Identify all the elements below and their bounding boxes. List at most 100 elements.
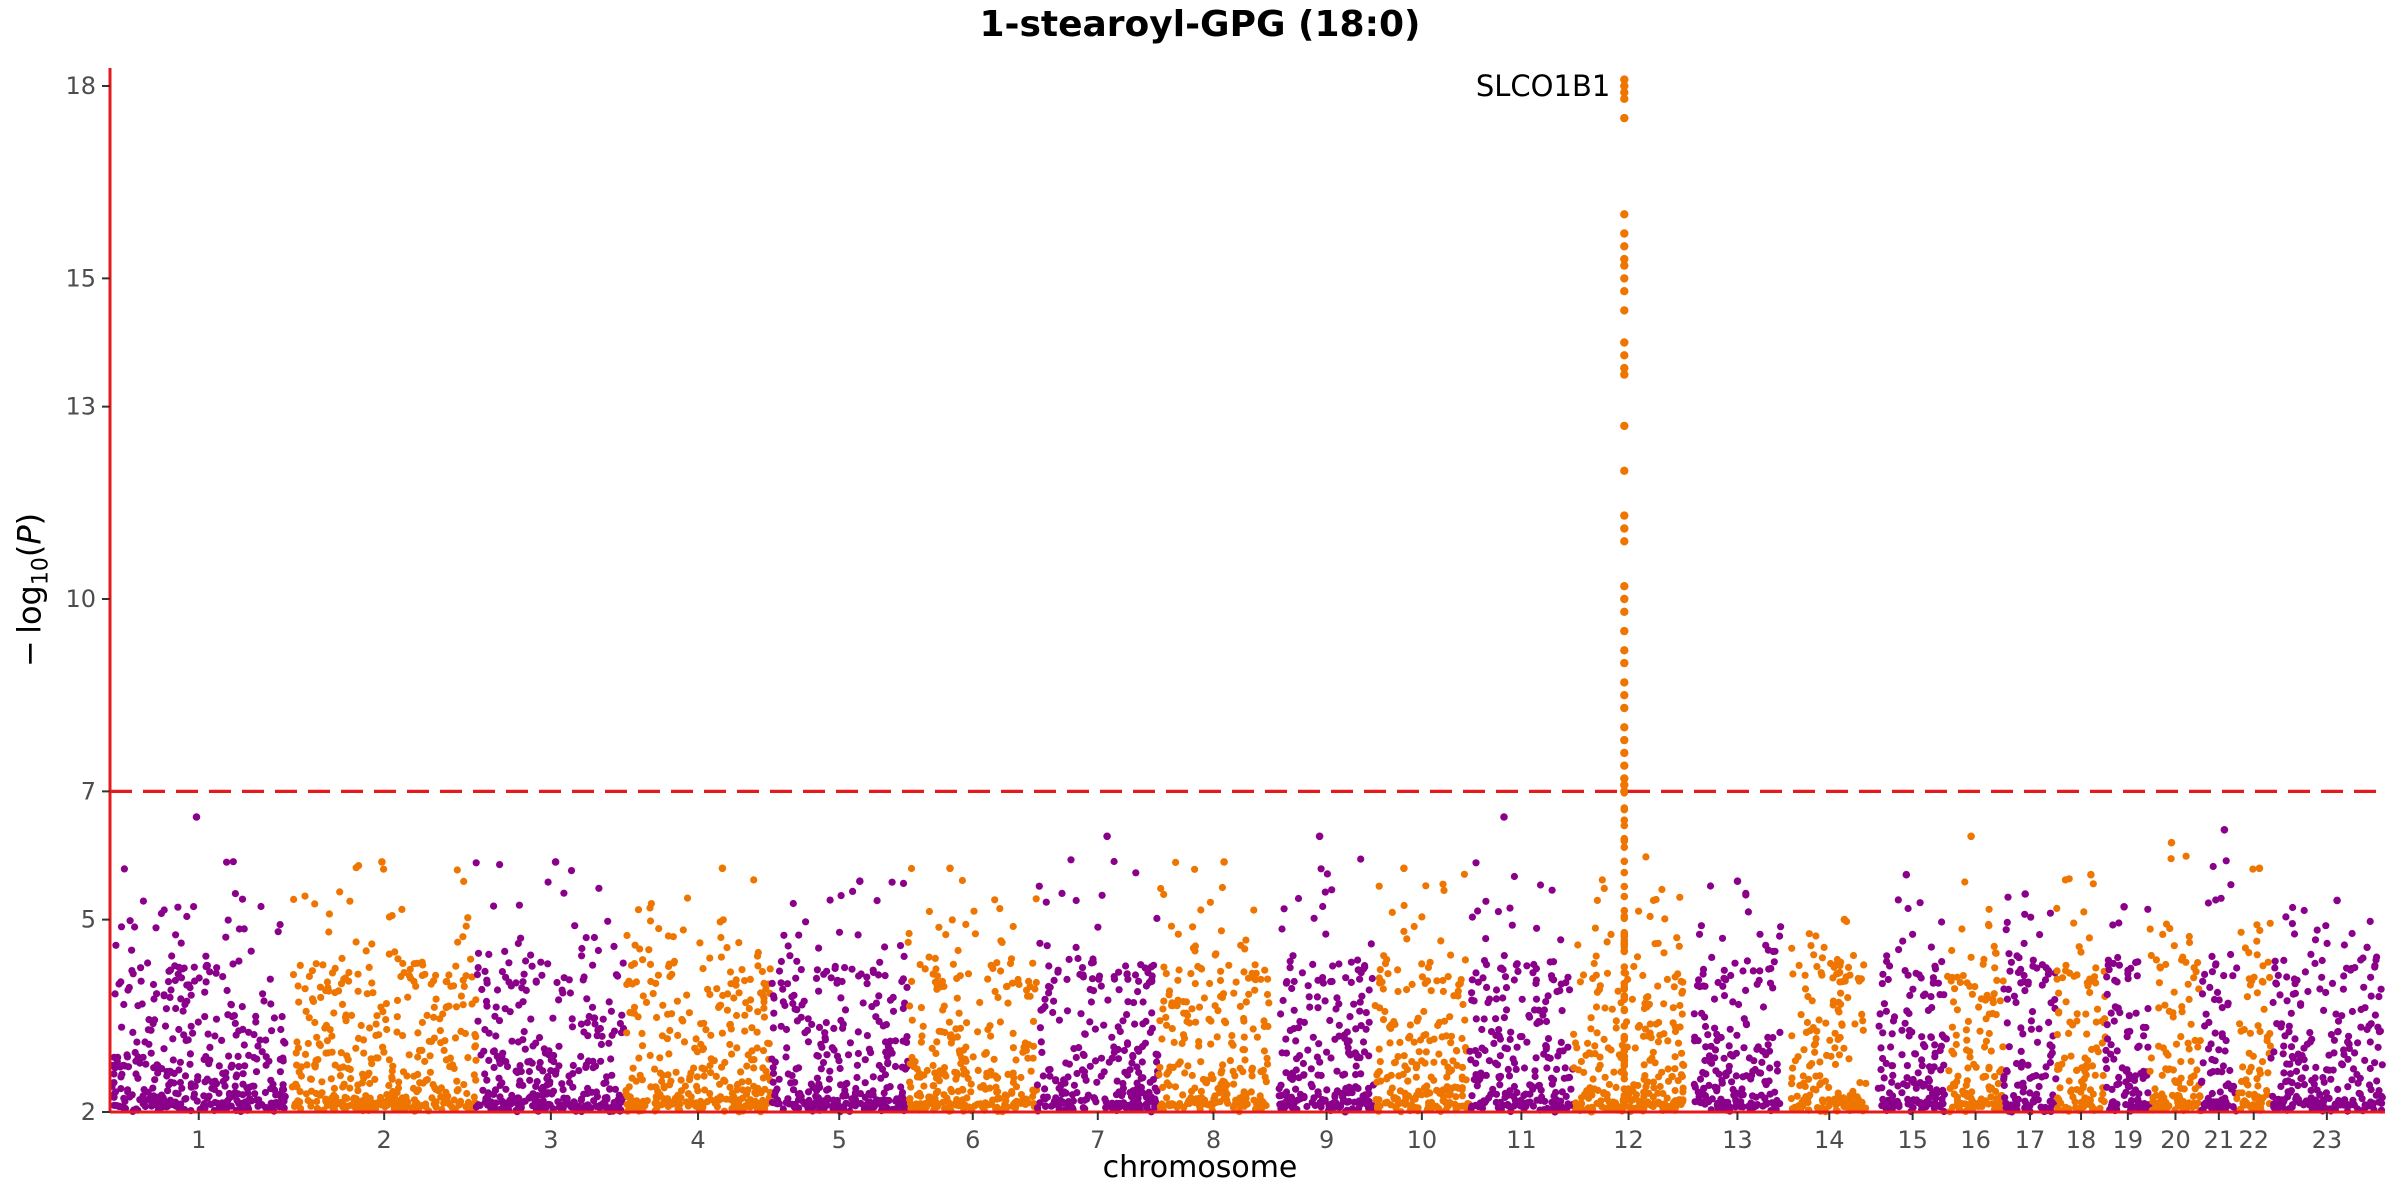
snp-point (935, 1027, 943, 1035)
snp-point (317, 993, 325, 1002)
snp-point (144, 1026, 152, 1034)
snp-point (1898, 1051, 1906, 1059)
snp-point (2266, 1030, 2274, 1038)
snp-point (833, 1052, 842, 1060)
snp-point (1789, 1064, 1797, 1072)
snp-point (1123, 1011, 1131, 1019)
snp-point (422, 1103, 430, 1111)
snp-point (1396, 1099, 1404, 1107)
snp-point (1749, 967, 1757, 975)
snp-point (1508, 921, 1516, 929)
snp-point (1492, 1031, 1500, 1039)
snp-point (314, 1056, 322, 1064)
snp-point (1165, 987, 1174, 995)
snp-point (1294, 894, 1303, 903)
snp-point (149, 980, 158, 989)
snp-point (558, 1080, 566, 1088)
snp-point (880, 1096, 888, 1104)
snp-point (1535, 1081, 1543, 1089)
snp-point (385, 950, 393, 958)
snp-point (716, 1094, 725, 1102)
snp-point (2000, 985, 2008, 993)
snp-point (852, 1084, 860, 1093)
snp-point (1952, 1040, 1960, 1049)
snp-point (1739, 1073, 1747, 1081)
snp-point (1192, 1018, 1200, 1026)
snp-point (597, 1057, 605, 1065)
snp-point (1513, 1043, 1521, 1051)
snp-point (120, 865, 128, 873)
snp-point (1156, 1063, 1164, 1071)
snp-point (953, 994, 961, 1002)
snp-point (1468, 989, 1476, 997)
snp-point (2374, 1043, 2382, 1051)
snp-point (771, 1058, 779, 1066)
snp-point (1064, 1073, 1072, 1081)
snp-point (871, 1101, 879, 1109)
snp-point (201, 988, 209, 996)
snp-point (2002, 1099, 2010, 1107)
snp-point (861, 1056, 869, 1064)
snp-point (963, 1019, 971, 1027)
snp-point (2367, 973, 2375, 981)
snp-point (694, 1087, 702, 1095)
snp-point (1228, 1039, 1236, 1047)
snp-point (1152, 1098, 1160, 1106)
snp-point (138, 1000, 146, 1008)
snp-point (717, 953, 726, 961)
snp-point (144, 959, 152, 967)
snp-point (1220, 1017, 1229, 1025)
snp-point (166, 993, 174, 1002)
snp-point (917, 1092, 925, 1100)
snp-point (2042, 1063, 2050, 1071)
snp-point (769, 1024, 778, 1032)
snp-point (1438, 1033, 1446, 1041)
snp-point (1052, 1077, 1060, 1085)
snp-point (967, 1080, 975, 1088)
snp-point (545, 1047, 553, 1055)
snp-point (1499, 994, 1507, 1002)
peak-point (1315, 832, 1324, 841)
snp-point (296, 1088, 304, 1096)
snp-point (1912, 1050, 1920, 1058)
snp-point (2340, 972, 2348, 980)
snp-point (1249, 1025, 1257, 1033)
snp-point (786, 952, 794, 960)
snp-point (1594, 1086, 1602, 1094)
snp-point (670, 959, 678, 967)
snp-point (181, 1072, 190, 1080)
snp-point (2021, 987, 2029, 995)
snp-point (830, 1101, 838, 1109)
snp-point (989, 1096, 997, 1104)
snp-point (301, 1050, 310, 1058)
snp-point (1213, 1033, 1221, 1041)
snp-point (565, 976, 573, 984)
snp-point (2276, 991, 2284, 999)
snp-point (1422, 1048, 1430, 1056)
snp-point (1368, 974, 1376, 983)
snp-point (518, 1100, 526, 1108)
snp-point (546, 1101, 554, 1109)
snp-point (841, 1006, 850, 1014)
snp-point (816, 1083, 824, 1091)
snp-point (1023, 1041, 1031, 1050)
snp-point (1333, 1067, 1341, 1075)
snp-point (201, 1078, 209, 1086)
snp-point (1812, 1072, 1820, 1080)
snp-point (989, 964, 997, 973)
snp-point (1217, 1069, 1225, 1077)
snp-point (2332, 1101, 2340, 1109)
snp-point (2099, 1071, 2107, 1080)
snp-point (331, 989, 339, 997)
snp-point (851, 1092, 859, 1100)
snp-point (1963, 1077, 1971, 1085)
snp-point (2253, 1075, 2261, 1083)
snp-point (2021, 910, 2029, 918)
snp-point (1335, 1021, 1343, 1029)
peak-point (2120, 903, 2128, 911)
snp-point (2015, 954, 2023, 962)
snp-point (642, 998, 651, 1007)
snp-point (325, 910, 333, 918)
snp-point (2056, 1084, 2064, 1092)
snp-point (1288, 1069, 1297, 1077)
